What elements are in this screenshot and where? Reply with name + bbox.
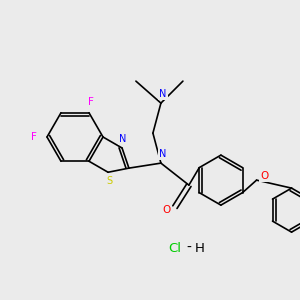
Text: F: F	[31, 132, 37, 142]
Text: S: S	[106, 176, 112, 186]
Text: H: H	[195, 242, 205, 254]
Text: N: N	[159, 149, 167, 159]
Text: O: O	[260, 171, 269, 181]
Text: F: F	[88, 97, 94, 107]
Text: N: N	[159, 89, 167, 99]
Text: Cl: Cl	[169, 242, 182, 254]
Text: N: N	[119, 134, 127, 144]
Text: -: -	[187, 241, 191, 255]
Text: O: O	[163, 205, 171, 215]
